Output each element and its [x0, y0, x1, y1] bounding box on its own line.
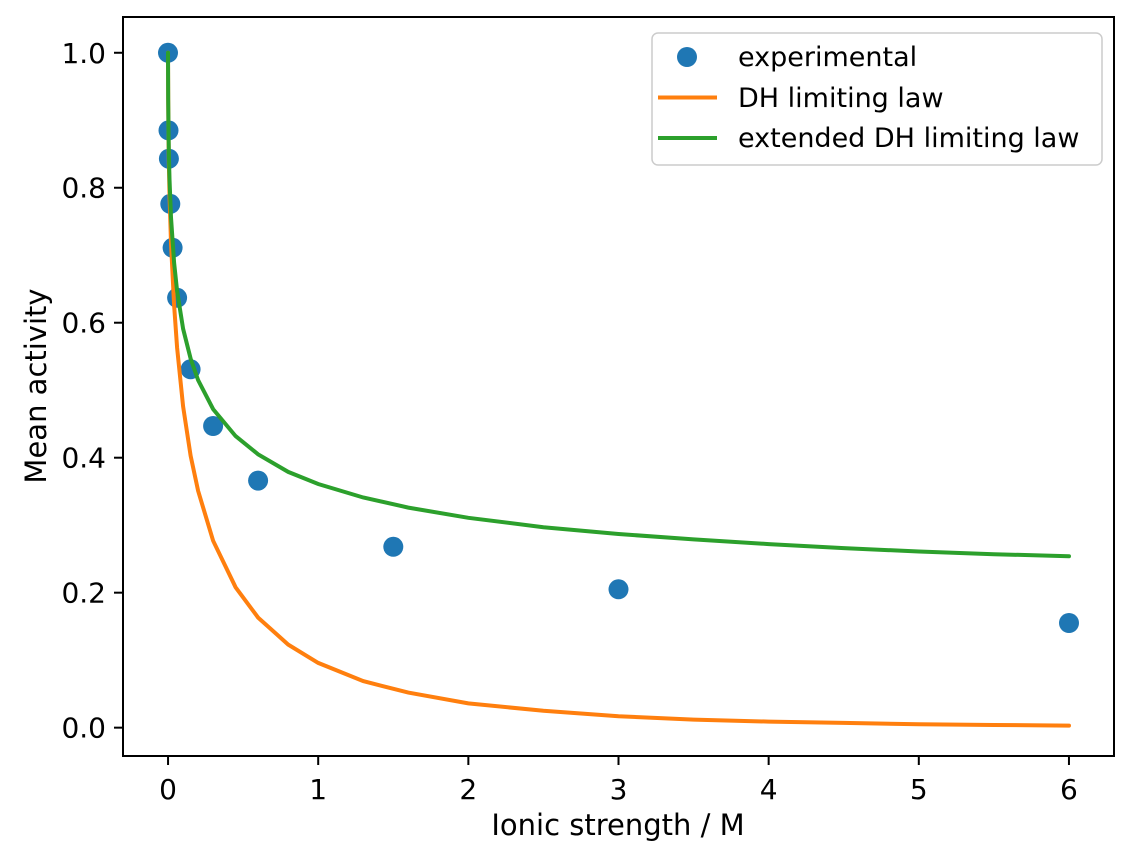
y-tick-label: 0.6 [61, 307, 106, 340]
y-tick-label: 1.0 [61, 37, 106, 70]
data-point-experimental [1059, 613, 1079, 633]
data-point-experimental [203, 416, 224, 436]
x-tick-label: 0 [159, 773, 177, 806]
legend: experimental DH limiting law extended DH… [651, 32, 1103, 166]
x-tick-label: 6 [1060, 773, 1078, 806]
data-point-experimental [383, 536, 404, 557]
legend-label-extended-dh-limiting-law: extended DH limiting law [738, 123, 1079, 154]
data-point-experimental [248, 470, 269, 491]
x-axis-label: Ionic strength / M [491, 808, 744, 842]
y-axis-label: Mean activity [19, 288, 53, 483]
curve-extended-dh-limiting-law [166, 50, 1071, 559]
data-point-experimental [608, 579, 629, 600]
line-layer [166, 50, 1071, 728]
y-tick-label: 0.8 [61, 172, 106, 205]
tick-layer: 0 1 2 3 4 5 6 0.0 0.2 0.4 0.6 0.8 1.0 [61, 37, 1077, 806]
x-tick-label: 2 [459, 773, 477, 806]
legend-label-dh-limiting-law: DH limiting law [738, 83, 944, 114]
legend-label-experimental: experimental [738, 42, 917, 73]
y-tick-label: 0.4 [61, 442, 106, 475]
plot-border [122, 16, 1115, 757]
legend-marker-experimental-icon [677, 47, 697, 67]
x-tick-label: 4 [760, 773, 778, 806]
x-tick-label: 5 [910, 773, 928, 806]
legend-box [651, 32, 1103, 166]
x-tick-label: 3 [610, 773, 628, 806]
x-tick-label: 1 [309, 773, 327, 806]
y-tick-label: 0.2 [61, 577, 106, 610]
y-tick-label: 0.0 [61, 712, 106, 745]
